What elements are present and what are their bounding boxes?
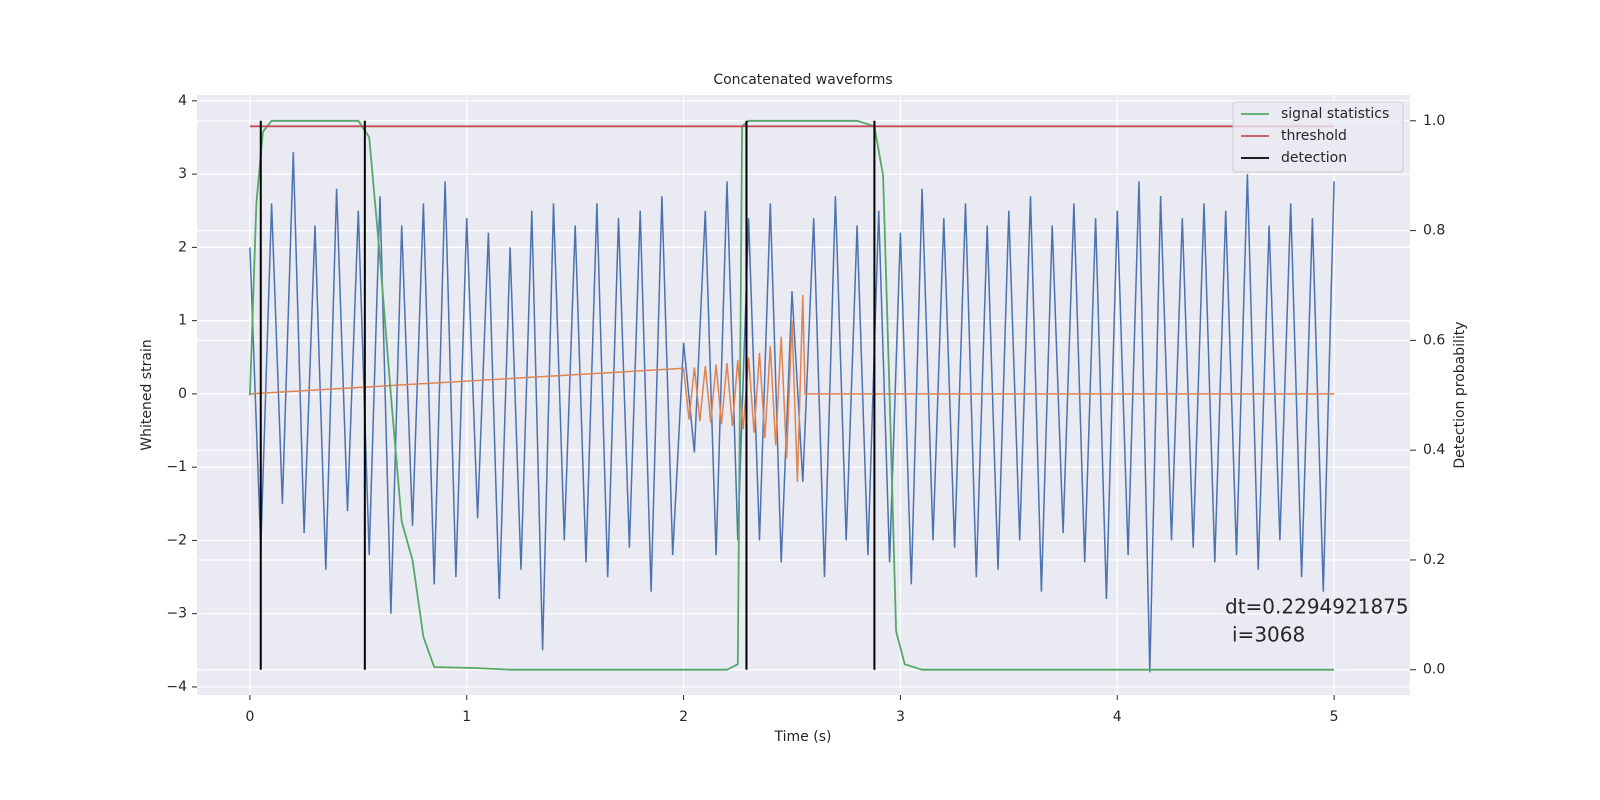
y2-tick-label: 0.4 <box>1423 442 1445 458</box>
waveform <box>249 152 1335 673</box>
y2-tick-label: 0.0 <box>1423 662 1445 678</box>
x-tick-label: 3 <box>896 709 905 725</box>
y-tick-label: −3 <box>166 606 187 622</box>
legend-label: detection <box>1281 150 1347 166</box>
legend-label: threshold <box>1281 128 1347 144</box>
plot-area <box>197 95 1410 695</box>
y-tick-label: 4 <box>178 93 187 109</box>
y-tick-label: 0 <box>178 386 187 402</box>
y-tick-label: −2 <box>166 532 187 548</box>
y-tick-label: 2 <box>178 239 187 255</box>
annotation: i=3068 <box>1232 623 1305 647</box>
x-axis-label: Time (s) <box>774 729 832 745</box>
y2-tick-label: 0.6 <box>1423 332 1445 348</box>
legend: signal statistics threshold detection <box>1232 101 1404 173</box>
y2-tick-label: 1.0 <box>1423 113 1445 129</box>
annotation: dt=0.2294921875 <box>1225 595 1409 619</box>
legend-label: signal statistics <box>1281 106 1389 122</box>
x-tick-label: 2 <box>679 709 688 725</box>
chart-title: Concatenated waveforms <box>713 72 892 88</box>
x-tick-label: 1 <box>462 709 471 725</box>
y2-tick-label: 0.2 <box>1423 552 1445 568</box>
y2-axis-label: Detection probability <box>1452 321 1468 468</box>
x-tick-label: 0 <box>245 709 254 725</box>
y-tick-label: 3 <box>178 166 187 182</box>
y-tick-label: −1 <box>166 459 187 475</box>
x-tick-label: 4 <box>1113 709 1122 725</box>
x-tick-label: 5 <box>1330 709 1339 725</box>
y-tick-label: −4 <box>166 679 187 695</box>
legend-box <box>1232 101 1404 173</box>
y-tick-label: 1 <box>178 313 187 329</box>
y-axis-label: Whitened strain <box>139 339 155 450</box>
y2-tick-label: 0.8 <box>1423 223 1445 239</box>
